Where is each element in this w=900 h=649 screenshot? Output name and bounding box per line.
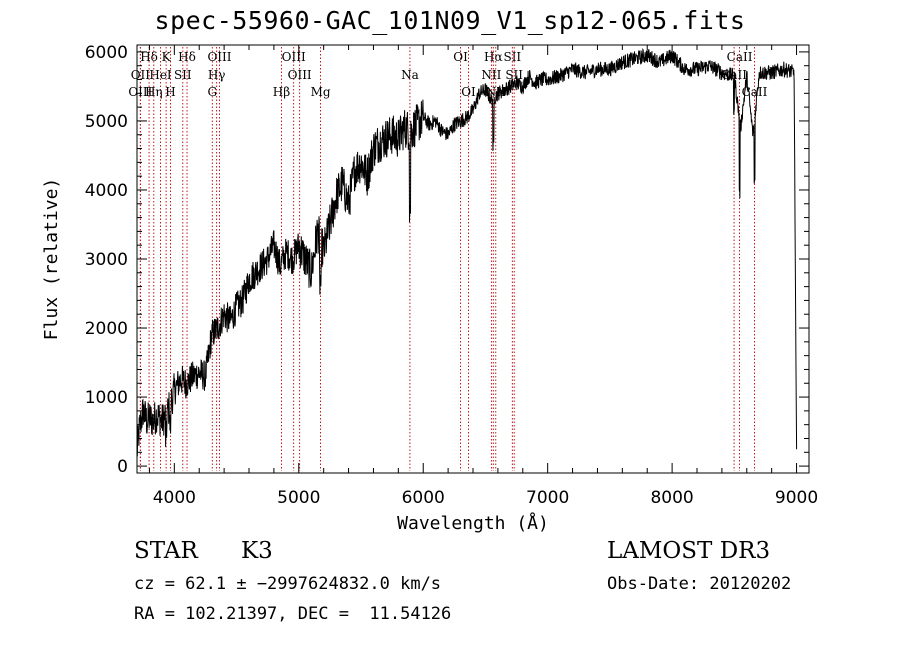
line-marker-label: G [207,85,217,99]
x-tick-label: 9000 [775,488,818,508]
line-marker-label: CaII [727,50,753,64]
redshift-line: cz = 62.1 ± −2997624832.0 km/s [134,574,442,594]
line-marker-label: Mg [311,85,331,99]
line-marker-label: NII [481,68,501,82]
x-tick-label: 4000 [153,488,196,508]
line-marker-label: Hδ [140,50,158,64]
line-marker-label: OIII [282,50,306,64]
line-marker-label: SII [174,68,192,82]
x-tick-label: 7000 [526,488,569,508]
line-marker-label: Hγ [208,68,226,82]
line-marker-label: H [165,85,175,99]
y-tick-label: 1000 [85,388,128,408]
object-subclass: K3 [241,538,273,564]
line-marker-label: SII [505,68,523,82]
x-axis-label: Wavelength (Å) [397,512,549,534]
line-marker-label: OI [461,85,476,99]
object-class: STAR [134,538,198,564]
y-tick-label: 5000 [85,112,128,132]
coordinates: RA = 102.21397, DEC = 11.54126 [134,604,452,624]
line-marker-label: SII [503,50,521,64]
line-marker-label: OIII [207,50,231,64]
y-tick-label: 4000 [85,181,128,201]
x-tick-label: 5000 [277,488,320,508]
y-tick-label: 6000 [85,43,128,63]
obs-date: Obs-Date: 20120202 [607,574,792,594]
axes [136,44,810,474]
x-tick-label: 8000 [650,488,693,508]
y-tick-label: 2000 [85,319,128,339]
series-group [136,47,798,457]
y-tick-label: 0 [117,457,128,477]
line-marker-label: Hβ [273,85,290,99]
survey-name: LAMOST DR3 [607,538,771,564]
line-marker-label: K [162,50,172,64]
line-marker-label: Hα [484,50,503,64]
tick-labels: 4000 5000 6000 7000 8000 9000 0 1000 2000 3000 400… [85,43,818,508]
chart-title: spec-55960-GAC_101N09_V1_sp12-065.fits [154,6,746,35]
y-axis-label: Flux (relative) [41,178,62,341]
line-marker-label: Hδ [178,50,196,64]
x-tick-label: 6000 [402,488,445,508]
y-tick-label: 3000 [85,250,128,270]
flux-series-line [136,47,798,457]
line-marker-label: OIII [128,85,152,99]
line-marker-label: OI [453,50,468,64]
line-marker-label: Na [401,68,419,82]
line-marker-label: Hη [145,85,163,99]
line-marker-label: OIII [288,68,312,82]
line-marker-label: HeI [149,68,172,82]
